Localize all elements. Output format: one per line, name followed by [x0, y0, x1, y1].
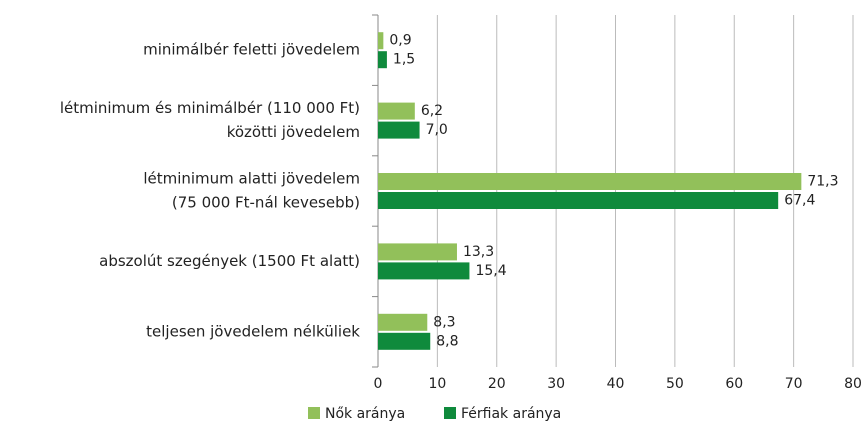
bar [378, 262, 470, 280]
value-label: 13,3 [463, 244, 494, 260]
bar [378, 51, 387, 69]
legend-swatch [444, 407, 456, 419]
x-tick-label: 10 [428, 376, 446, 392]
bar [378, 121, 420, 139]
y-tick-label: létminimum és minimálbér (110 000 Ft) [60, 99, 360, 117]
bar [378, 243, 457, 261]
y-tick-label: létminimum alatti jövedelem [143, 170, 360, 188]
bar [378, 32, 384, 50]
bar [378, 313, 428, 331]
legend-label: Nők aránya [325, 406, 405, 422]
x-tick-label: 50 [666, 376, 684, 392]
value-label: 6,2 [421, 103, 443, 119]
bar [378, 173, 802, 190]
x-tick-label: 20 [488, 376, 506, 392]
legend-swatch [308, 407, 320, 419]
x-tick-label: 80 [844, 376, 862, 392]
x-tick-label: 40 [607, 376, 625, 392]
value-label: 1,5 [393, 52, 415, 68]
bar [378, 102, 415, 120]
value-label: 0,9 [389, 33, 411, 49]
bar [378, 192, 779, 209]
value-label: 8,3 [433, 314, 455, 330]
value-label: 71,3 [807, 174, 838, 190]
x-tick-label: 30 [547, 376, 565, 392]
y-tick-label: közötti jövedelem [227, 123, 360, 141]
x-tick-label: 60 [725, 376, 743, 392]
value-label: 67,4 [784, 193, 815, 209]
bar [378, 332, 431, 350]
y-tick-label: minimálbér feletti jövedelem [143, 41, 360, 59]
y-tick-label: abszolút szegények (1500 Ft alatt) [99, 252, 360, 270]
legend-label: Férfiak aránya [461, 406, 561, 422]
x-tick-label: 0 [374, 376, 383, 392]
value-label: 15,4 [475, 263, 506, 279]
x-tick-label: 70 [785, 376, 803, 392]
value-label: 7,0 [426, 122, 448, 138]
y-tick-label: teljesen jövedelem nélküliek [146, 322, 360, 340]
value-label: 8,8 [436, 333, 458, 349]
y-tick-label: (75 000 Ft-nál kevesebb) [172, 194, 360, 212]
